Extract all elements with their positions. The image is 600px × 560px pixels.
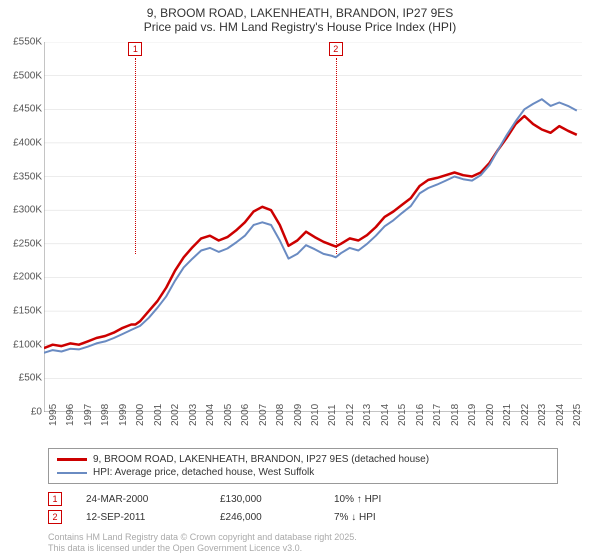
y-tick-label: £300K [13,205,44,216]
x-tick-label: 1999 [118,404,129,426]
sale-marker-line-2 [336,58,337,254]
legend-swatch-price [57,458,87,461]
x-tick-label: 2012 [345,404,356,426]
x-tick-label: 2017 [432,404,443,426]
x-tick-label: 1998 [100,404,111,426]
sale-marker-line-1 [135,58,136,254]
sale-events: 1 24-MAR-2000 £130,000 10% ↑ HPI 2 12-SEP-201… [48,492,568,528]
sale-row-price: £246,000 [220,512,310,523]
x-tick-label: 2013 [362,404,373,426]
legend-label-hpi: HPI: Average price, detached house, West… [93,467,314,478]
x-tick-label: 2006 [240,404,251,426]
x-tick-label: 2000 [135,404,146,426]
x-tick-label: 2022 [520,404,531,426]
x-tick-label: 2020 [485,404,496,426]
chart-title-line1: 9, BROOM ROAD, LAKENHEATH, BRANDON, IP27… [0,6,600,20]
footer-line2: This data is licensed under the Open Gov… [48,543,357,554]
sale-row-pct: 7% ↓ HPI [334,512,376,523]
sale-row-date: 12-SEP-2011 [86,512,196,523]
x-tick-label: 2009 [293,404,304,426]
y-tick-label: £50K [19,373,44,384]
chart-area: £0£50K£100K£150K£200K£250K£300K£350K£400… [44,42,582,412]
chart-title-block: 9, BROOM ROAD, LAKENHEATH, BRANDON, IP27… [0,0,600,38]
y-tick-label: £550K [13,37,44,48]
x-tick-label: 1995 [48,404,59,426]
sale-marker-2: 2 [329,42,343,56]
y-tick-label: £100K [13,339,44,350]
x-tick-label: 2004 [205,404,216,426]
x-tick-label: 2008 [275,404,286,426]
chart-svg [44,42,582,412]
y-tick-label: £150K [13,306,44,317]
legend-swatch-hpi [57,472,87,474]
sale-row-date: 24-MAR-2000 [86,494,196,505]
footer-line1: Contains HM Land Registry data © Crown c… [48,532,357,543]
sale-row-marker: 1 [48,492,62,506]
x-tick-label: 2024 [555,404,566,426]
x-tick-label: 2014 [380,404,391,426]
x-tick-label: 2007 [258,404,269,426]
sale-row: 1 24-MAR-2000 £130,000 10% ↑ HPI [48,492,568,506]
x-tick-label: 2023 [537,404,548,426]
series-hpi [44,99,577,353]
x-tick-label: 2005 [223,404,234,426]
y-tick-label: £200K [13,272,44,283]
legend: 9, BROOM ROAD, LAKENHEATH, BRANDON, IP27… [48,448,558,484]
sale-row-price: £130,000 [220,494,310,505]
legend-row-price: 9, BROOM ROAD, LAKENHEATH, BRANDON, IP27… [57,453,549,466]
y-tick-label: £250K [13,238,44,249]
y-tick-label: £0 [31,407,44,418]
x-tick-label: 1996 [65,404,76,426]
x-tick-label: 2021 [502,404,513,426]
x-tick-label: 2003 [188,404,199,426]
y-tick-label: £500K [13,70,44,81]
legend-row-hpi: HPI: Average price, detached house, West… [57,466,549,479]
x-tick-label: 2002 [170,404,181,426]
legend-label-price: 9, BROOM ROAD, LAKENHEATH, BRANDON, IP27… [93,454,429,465]
x-tick-label: 2015 [397,404,408,426]
sale-row-marker: 2 [48,510,62,524]
sale-row-pct: 10% ↑ HPI [334,494,381,505]
x-tick-label: 2016 [415,404,426,426]
x-tick-label: 2019 [467,404,478,426]
sale-row: 2 12-SEP-2011 £246,000 7% ↓ HPI [48,510,568,524]
x-tick-label: 1997 [83,404,94,426]
x-tick-label: 2001 [153,404,164,426]
x-tick-label: 2018 [450,404,461,426]
footer-credits: Contains HM Land Registry data © Crown c… [48,532,357,554]
sale-marker-1: 1 [128,42,142,56]
x-tick-label: 2025 [572,404,583,426]
y-tick-label: £400K [13,137,44,148]
y-tick-label: £350K [13,171,44,182]
x-tick-label: 2010 [310,404,321,426]
y-tick-label: £450K [13,104,44,115]
x-tick-label: 2011 [327,404,338,426]
chart-title-line2: Price paid vs. HM Land Registry's House … [0,20,600,34]
